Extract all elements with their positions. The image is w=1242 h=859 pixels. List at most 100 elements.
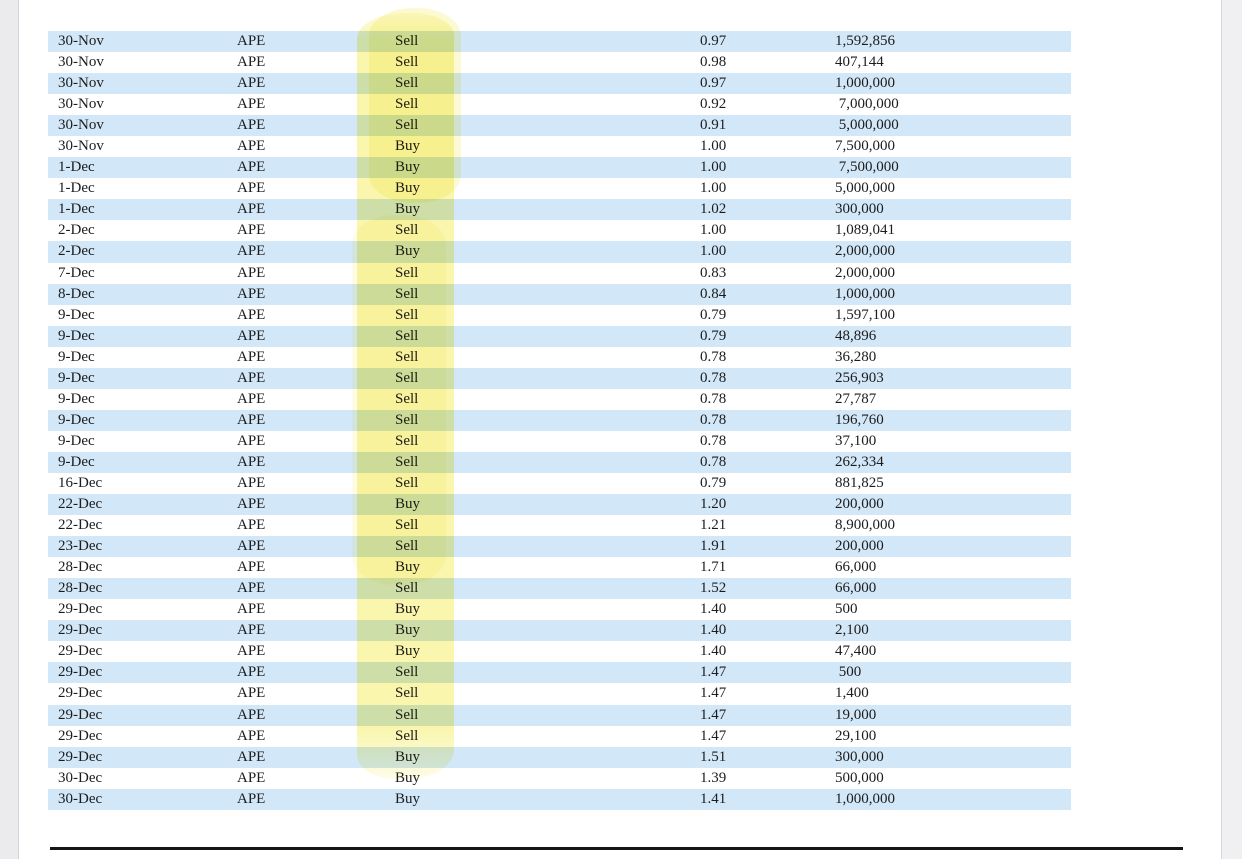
action-cell: Buy — [395, 769, 421, 786]
ticker-cell: APE — [237, 748, 266, 765]
quantity-cell: 300,000 — [835, 748, 884, 765]
action-cell: Sell — [395, 453, 419, 470]
action-cell: Sell — [395, 117, 419, 134]
price-cell: 0.78 — [700, 411, 727, 428]
date-cell: 29-Dec — [58, 706, 103, 723]
date-cell: 30-Nov — [58, 138, 104, 155]
action-cell: Buy — [395, 622, 421, 639]
table-row: 29-Dec APE Sell 1.47 1,400 — [48, 683, 1071, 704]
table-row: 30-Nov APE Sell 0.97 1,000,000 — [48, 73, 1071, 95]
quantity-cell: 8,900,000 — [835, 517, 895, 534]
price-cell: 0.91 — [700, 117, 727, 134]
ticker-cell: APE — [237, 138, 266, 155]
action-cell: Buy — [395, 201, 421, 218]
table-row: 29-Dec APE Buy 1.40 500 — [48, 599, 1071, 620]
date-cell: 22-Dec — [58, 517, 103, 534]
price-cell: 1.40 — [700, 643, 727, 660]
quantity-cell: 256,903 — [835, 369, 884, 386]
price-cell: 1.40 — [700, 622, 727, 639]
date-cell: 30-Nov — [58, 117, 104, 134]
date-cell: 30-Nov — [58, 75, 104, 92]
price-cell: 0.79 — [700, 327, 727, 344]
table-row: 9-Dec APE Sell 0.78 256,903 — [48, 367, 1071, 389]
ticker-cell: APE — [237, 369, 266, 386]
table-row: 1-Dec APE Buy 1.02 300,000 — [48, 199, 1071, 221]
table-row: 9-Dec APE Sell 0.78 36,280 — [48, 347, 1071, 368]
quantity-cell: 48,896 — [835, 327, 877, 344]
price-cell: 1.00 — [700, 138, 727, 155]
quantity-cell: 47,400 — [835, 643, 877, 660]
price-cell: 1.47 — [700, 727, 727, 744]
price-cell: 1.00 — [700, 180, 727, 197]
quantity-cell: 5,000,000 — [835, 117, 899, 134]
date-cell: 8-Dec — [58, 285, 95, 302]
price-cell: 1.47 — [700, 685, 727, 702]
ticker-cell: APE — [237, 348, 266, 365]
ticker-cell: APE — [237, 706, 266, 723]
ticker-cell: APE — [237, 622, 266, 639]
quantity-cell: 407,144 — [835, 54, 884, 71]
table-row: 30-Nov APE Sell 0.97 1,592,856 — [48, 31, 1071, 53]
price-cell: 0.97 — [700, 75, 727, 92]
price-cell: 0.92 — [700, 96, 727, 113]
ticker-cell: APE — [237, 75, 266, 92]
ticker-cell: APE — [237, 769, 266, 786]
quantity-cell: 5,000,000 — [835, 180, 895, 197]
action-cell: Sell — [395, 264, 419, 281]
table-row: 28-Dec APE Sell 1.52 66,000 — [48, 578, 1071, 600]
quantity-cell: 19,000 — [835, 706, 877, 723]
table-row: 1-Dec APE Buy 1.00 7,500,000 — [48, 157, 1071, 179]
date-cell: 9-Dec — [58, 348, 95, 365]
quantity-cell: 200,000 — [835, 538, 884, 555]
table-row: 29-Dec APE Sell 1.47 500 — [48, 662, 1071, 684]
table-row: 9-Dec APE Sell 0.78 262,334 — [48, 451, 1071, 473]
quantity-cell: 36,280 — [835, 348, 877, 365]
date-cell: 28-Dec — [58, 559, 103, 576]
ticker-cell: APE — [237, 580, 266, 597]
action-cell: Buy — [395, 496, 421, 513]
price-cell: 1.02 — [700, 201, 727, 218]
ticker-cell: APE — [237, 306, 266, 323]
quantity-cell: 881,825 — [835, 474, 884, 491]
quantity-cell: 200,000 — [835, 496, 884, 513]
action-cell: Buy — [395, 243, 421, 260]
table-row: 9-Dec APE Sell 0.79 48,896 — [48, 325, 1071, 347]
quantity-cell: 2,100 — [835, 622, 869, 639]
date-cell: 30-Nov — [58, 54, 104, 71]
price-cell: 1.00 — [700, 159, 727, 176]
action-cell: Sell — [395, 580, 419, 597]
action-cell: Sell — [395, 474, 419, 491]
price-cell: 1.40 — [700, 601, 727, 618]
price-cell: 0.78 — [700, 390, 727, 407]
date-cell: 9-Dec — [58, 327, 95, 344]
price-cell: 1.52 — [700, 580, 727, 597]
ticker-cell: APE — [237, 538, 266, 555]
table-row: 22-Dec APE Buy 1.20 200,000 — [48, 494, 1071, 516]
action-cell: Buy — [395, 643, 421, 660]
table-row: 29-Dec APE Buy 1.40 2,100 — [48, 620, 1071, 642]
table-row: 9-Dec APE Sell 0.78 37,100 — [48, 431, 1071, 452]
quantity-cell: 500,000 — [835, 769, 884, 786]
price-cell: 1.39 — [700, 769, 727, 786]
ticker-cell: APE — [237, 601, 266, 618]
ticker-cell: APE — [237, 432, 266, 449]
action-cell: Buy — [395, 748, 421, 765]
quantity-cell: 1,000,000 — [835, 285, 895, 302]
action-cell: Sell — [395, 54, 419, 71]
quantity-cell: 7,000,000 — [835, 96, 899, 113]
date-cell: 30-Dec — [58, 790, 103, 807]
ticker-cell: APE — [237, 54, 266, 71]
table-row: 8-Dec APE Sell 0.84 1,000,000 — [48, 283, 1071, 305]
quantity-cell: 262,334 — [835, 453, 884, 470]
table-row: 30-Dec APE Buy 1.41 1,000,000 — [48, 788, 1071, 810]
date-cell: 29-Dec — [58, 643, 103, 660]
quantity-cell: 300,000 — [835, 201, 884, 218]
price-cell: 1.20 — [700, 496, 727, 513]
date-cell: 2-Dec — [58, 222, 95, 239]
price-cell: 1.51 — [700, 748, 727, 765]
price-cell: 0.79 — [700, 306, 727, 323]
ticker-cell: APE — [237, 453, 266, 470]
date-cell: 28-Dec — [58, 580, 103, 597]
ticker-cell: APE — [237, 243, 266, 260]
date-cell: 9-Dec — [58, 369, 95, 386]
